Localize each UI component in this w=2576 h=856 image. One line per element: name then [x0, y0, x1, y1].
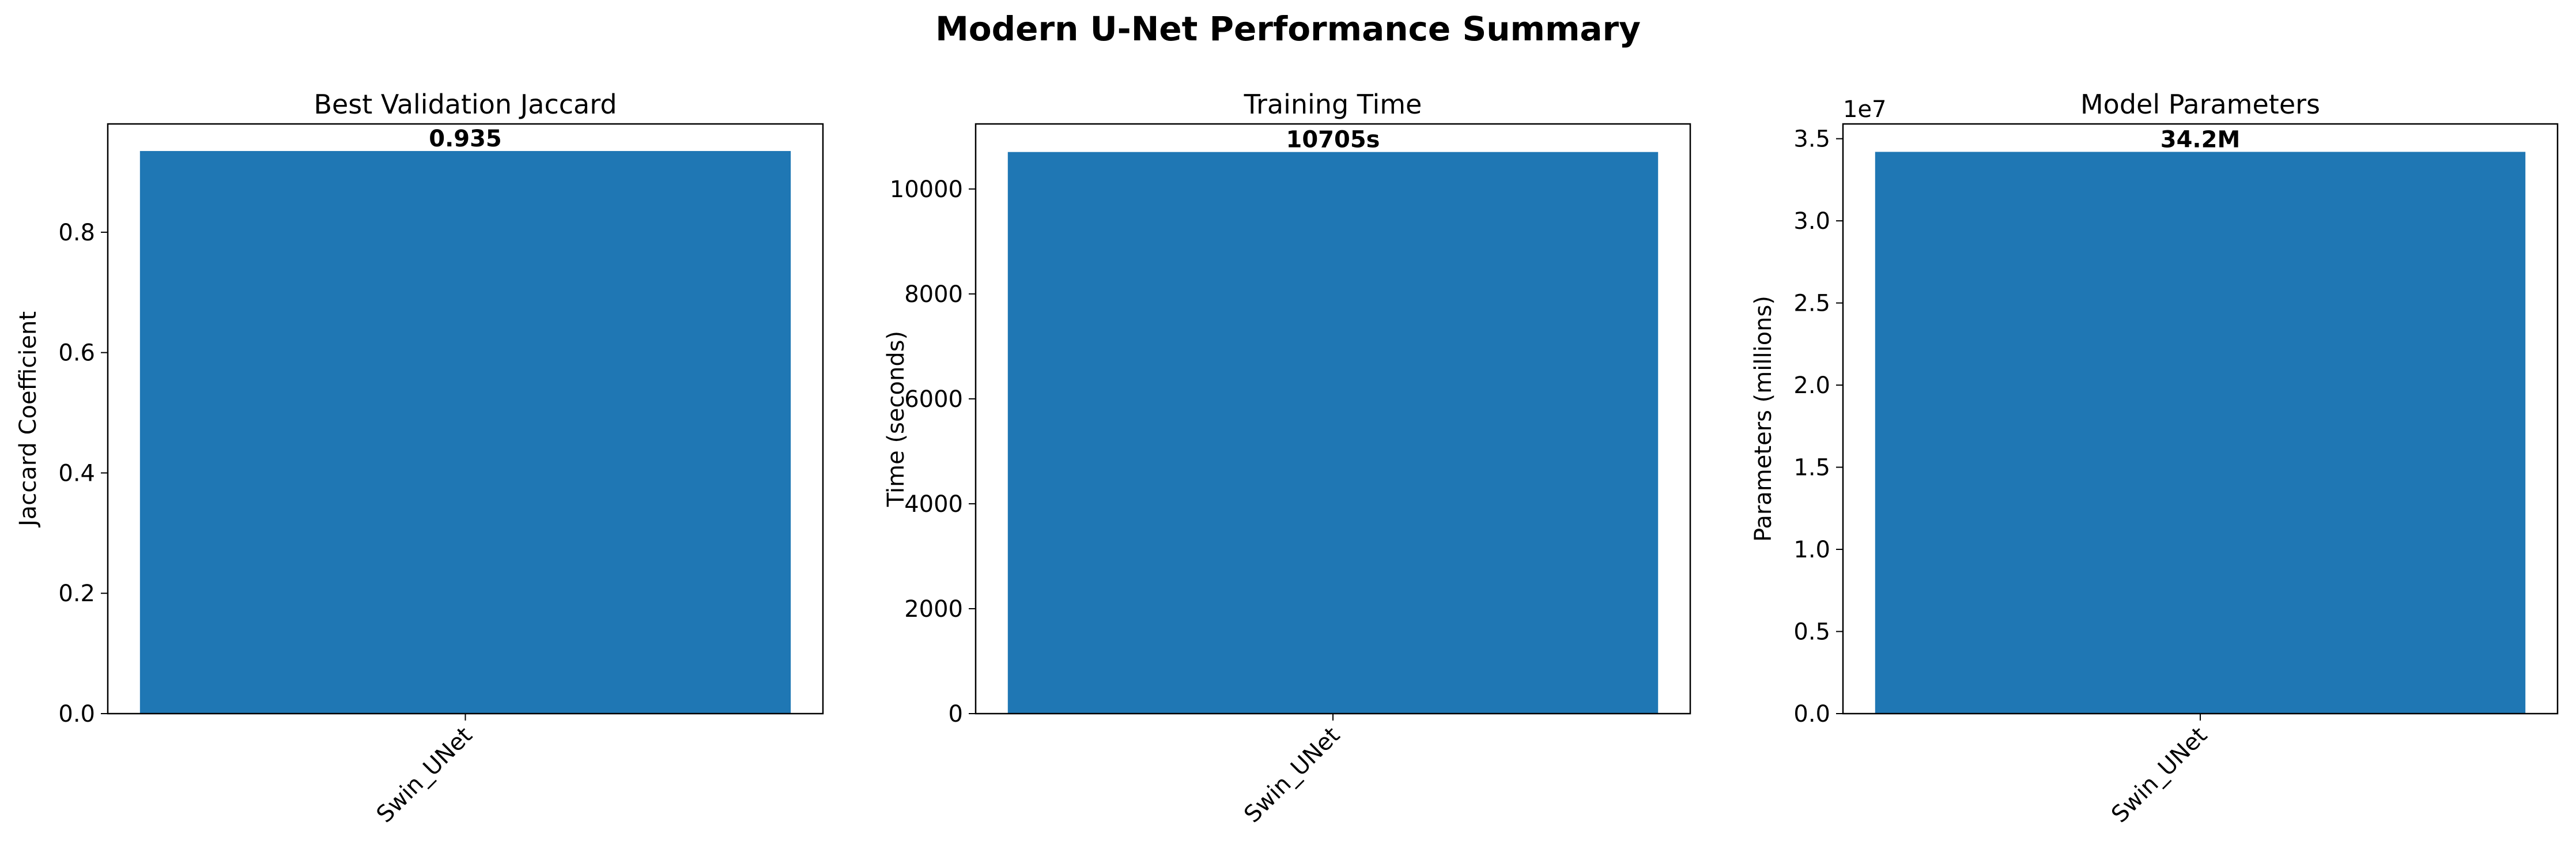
chart-panel-1: Best Validation Jaccard0.935Swin_UNet0.0… — [15, 89, 824, 828]
axes-frame — [975, 123, 1691, 715]
bar-value-label: 34.2M — [2160, 126, 2241, 153]
y-tick-label: 0.8 — [58, 220, 95, 246]
axes-frame — [1842, 123, 2559, 715]
panel-title: Model Parameters — [2080, 89, 2320, 120]
panel-title: Training Time — [1244, 89, 1422, 120]
y-tick-label: 1.0 — [1793, 537, 1830, 563]
y-tick-label: 0.0 — [1793, 701, 1830, 727]
y-tick-label: 2.5 — [1793, 291, 1830, 317]
y-tick-label: 6000 — [904, 386, 963, 413]
y-axis-label: Jaccard Coefficient — [15, 311, 41, 528]
panel-title: Best Validation Jaccard — [313, 89, 617, 120]
bar — [1007, 152, 1659, 714]
y-tick-label: 1.5 — [1793, 455, 1830, 481]
y-tick-label: 0.6 — [58, 340, 95, 367]
y-tick-label: 8000 — [904, 281, 963, 308]
y-tick-label: 0.0 — [58, 701, 95, 727]
y-axis-offset-text: 1e7 — [1843, 96, 1887, 123]
chart-panels: Best Validation Jaccard0.935Swin_UNet0.0… — [15, 89, 2559, 828]
figure-title: Modern U-Net Performance Summary — [935, 9, 1641, 48]
y-tick-label: 3.0 — [1793, 208, 1830, 235]
y-tick-label: 10000 — [890, 176, 963, 203]
y-axis-label: Parameters (millions) — [1750, 296, 1777, 542]
bar — [139, 150, 791, 714]
y-tick-label: 0.2 — [58, 580, 95, 607]
y-tick-label: 0.4 — [58, 460, 95, 487]
y-tick-label: 0 — [949, 701, 963, 727]
chart-panel-3: Model Parameters34.2MSwin_UNet0.00.51.01… — [1750, 89, 2559, 828]
y-tick-label: 3.5 — [1793, 126, 1830, 153]
bar — [1875, 152, 2526, 714]
y-axis-label: Time (seconds) — [883, 331, 909, 507]
y-tick-label: 4000 — [904, 491, 963, 518]
y-tick-label: 2.0 — [1793, 372, 1830, 399]
axes-frame — [107, 123, 824, 715]
bar-value-label: 10705s — [1286, 127, 1380, 153]
y-tick-label: 0.5 — [1793, 619, 1830, 646]
bar-value-label: 0.935 — [429, 126, 502, 152]
y-tick-label: 2000 — [904, 596, 963, 623]
